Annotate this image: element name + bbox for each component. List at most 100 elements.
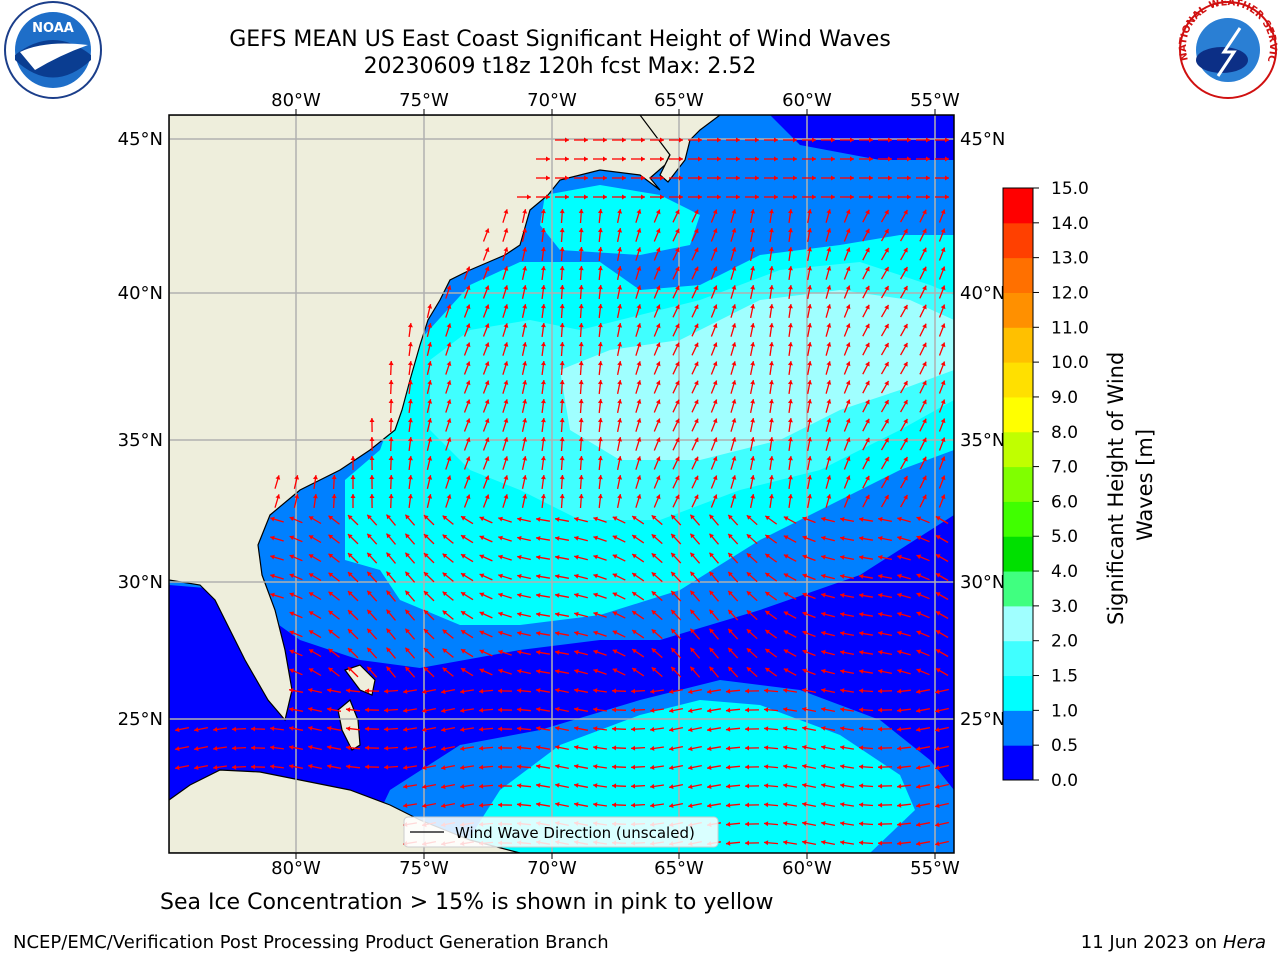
wave-arrow-head xyxy=(536,783,541,788)
wave-arrow-head xyxy=(709,533,714,539)
wave-arrow-head xyxy=(935,765,940,771)
colorbar-tick-label: 0.5 xyxy=(1051,736,1078,756)
wave-arrow-head xyxy=(388,494,394,499)
wave-arrow-head xyxy=(787,361,793,366)
wave-arrow-head xyxy=(655,285,661,291)
wave-arrow-head xyxy=(617,475,623,480)
wave-arrow-head xyxy=(465,323,471,329)
wave-arrow-head xyxy=(331,494,337,499)
wave-arrow-head xyxy=(826,285,832,290)
wave-arrow-head xyxy=(671,514,676,520)
noaa-logo: NOAA xyxy=(4,1,102,99)
wave-arrow-head xyxy=(446,456,452,461)
wave-arrow-head xyxy=(367,666,372,672)
wave-arrow-head xyxy=(479,688,484,694)
wave-arrow-head xyxy=(935,727,940,733)
wave-arrow-head xyxy=(479,630,485,636)
wave-arrow-head xyxy=(367,647,372,653)
wave-arrow-head xyxy=(884,304,889,310)
colorbar-segment xyxy=(1003,222,1033,259)
wave-arrow-head xyxy=(540,304,546,309)
wave-arrow-head xyxy=(424,534,429,539)
wave-arrow-head xyxy=(940,266,946,272)
wave-arrow-head xyxy=(479,649,485,655)
wave-arrow-head xyxy=(764,764,769,770)
wave-arrow-head xyxy=(878,573,883,579)
wave-arrow-head xyxy=(935,554,941,559)
wave-arrow-head xyxy=(878,668,883,674)
wave-arrow-head xyxy=(651,629,657,634)
wave-arrow-head xyxy=(783,764,788,769)
wave-arrow-head xyxy=(903,399,908,405)
wave-arrow-head xyxy=(294,494,300,499)
wave-arrow-head xyxy=(802,687,807,693)
wave-arrow-head xyxy=(884,361,889,367)
wave-arrow-head xyxy=(897,554,902,560)
wave-arrow-head xyxy=(631,688,636,694)
wave-arrow-head xyxy=(783,630,789,635)
wave-arrow-head xyxy=(712,437,718,443)
wave-arrow-head xyxy=(289,764,294,769)
wave-arrow-head xyxy=(802,744,807,750)
wave-arrow-head xyxy=(270,535,275,541)
wave-arrow-head xyxy=(821,611,826,617)
wave-arrow-head xyxy=(405,647,410,653)
wave-arrow-head xyxy=(536,631,541,636)
wave-arrow-head xyxy=(517,649,522,655)
wave-arrow-head xyxy=(213,765,218,770)
wave-arrow-head xyxy=(424,648,429,653)
wave-arrow-head xyxy=(884,456,889,462)
wave-arrow-head xyxy=(707,765,712,770)
wave-arrow-head xyxy=(555,763,560,769)
wave-arrow-head xyxy=(826,380,832,385)
wave-arrow-head xyxy=(897,630,902,636)
colorbar-tick-label: 12.0 xyxy=(1051,283,1089,303)
wave-arrow-head xyxy=(717,156,721,162)
wave-arrow-head xyxy=(922,418,927,424)
wave-arrow-head xyxy=(916,516,922,522)
wave-arrow-head xyxy=(675,285,680,291)
wave-arrow-head xyxy=(232,764,237,770)
legend-label: Wind Wave Direction (unscaled) xyxy=(455,824,695,842)
wave-arrow-head xyxy=(922,228,927,234)
wave-arrow-head xyxy=(251,764,256,770)
wave-arrow-head xyxy=(903,323,908,329)
wave-arrow-head xyxy=(745,821,749,827)
wave-arrow-head xyxy=(484,418,490,424)
wave-arrow-head xyxy=(821,840,826,845)
wave-arrow-head xyxy=(826,399,832,404)
wave-arrow-head xyxy=(565,137,569,143)
wave-arrow-head xyxy=(446,380,452,385)
wave-arrow-head xyxy=(498,745,502,751)
wave-arrow-head xyxy=(840,840,845,845)
wave-arrow-head xyxy=(622,194,626,200)
wave-arrow-head xyxy=(327,745,332,750)
wave-arrow-head xyxy=(270,554,275,560)
wave-arrow-head xyxy=(517,592,522,598)
wave-arrow-head xyxy=(793,156,797,162)
wave-arrow-head xyxy=(328,534,334,540)
wave-arrow-head xyxy=(897,745,902,751)
wave-arrow-head xyxy=(617,342,623,347)
wave-arrow-head xyxy=(578,361,584,366)
wave-arrow-head xyxy=(903,475,908,481)
wave-arrow-head xyxy=(903,228,908,234)
wave-arrow-head xyxy=(503,380,509,385)
wave-arrow-head xyxy=(309,573,314,578)
wave-arrow-head xyxy=(769,266,774,271)
wave-arrow-head xyxy=(769,437,774,442)
wave-arrow-head xyxy=(403,784,408,789)
wave-arrow-head xyxy=(750,304,756,309)
wave-arrow-head xyxy=(522,323,528,328)
wave-arrow-head xyxy=(787,380,793,385)
wave-arrow-head xyxy=(726,745,731,751)
wave-arrow-head xyxy=(597,342,603,347)
wave-arrow-head xyxy=(688,708,693,714)
wave-arrow-head xyxy=(755,156,759,162)
wave-arrow-head xyxy=(651,648,657,653)
wave-arrow-head xyxy=(386,609,391,615)
wave-arrow-head xyxy=(384,764,389,770)
wave-arrow-head xyxy=(427,342,433,347)
wave-arrow-head xyxy=(636,418,642,423)
wave-arrow-head xyxy=(845,380,851,386)
